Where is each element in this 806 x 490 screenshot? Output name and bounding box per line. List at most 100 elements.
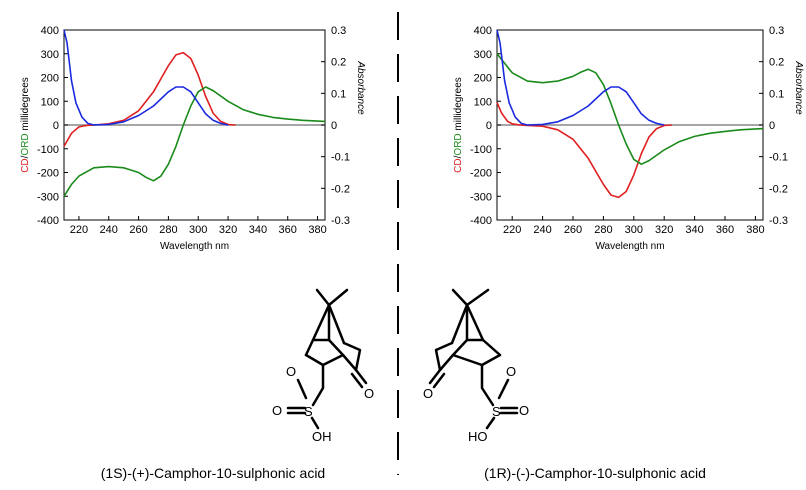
- ketone-bond-2: [350, 372, 364, 389]
- y-tick-label: 400: [41, 25, 59, 37]
- y2-tick-label: -0.1: [769, 152, 788, 164]
- x-tick-label: 240: [533, 224, 551, 236]
- series-line-1: [496, 53, 764, 165]
- y2-tick-label: -0.2: [769, 183, 788, 195]
- y2-tick-label: -0.3: [769, 215, 788, 227]
- x-tick-label: 340: [685, 224, 703, 236]
- ketone-bond: [354, 368, 368, 385]
- y2-tick-label: 0: [769, 120, 775, 132]
- series-line-1: [63, 86, 326, 197]
- y-axis-label-part: millidegrees: [453, 77, 464, 133]
- x-tick-label: 220: [70, 224, 88, 236]
- atom-ho-right: HO: [468, 429, 488, 444]
- y-tick-label: -200: [37, 168, 59, 180]
- ring-right-bonds: [342, 341, 362, 372]
- x-axis-label: Wavelength nm: [160, 241, 229, 252]
- chart-left: 220 240 260 280 300 320 340 360 380 400 300 200 100 0…: [20, 25, 366, 252]
- atom-s-right: S: [492, 404, 501, 419]
- y2-tick-label: 0.3: [331, 25, 346, 37]
- ketone-bond-2: [432, 372, 446, 389]
- atom-oh-left: OH: [312, 429, 332, 444]
- gem-dimethyl-bonds: [451, 288, 490, 307]
- x-tick-label: 320: [219, 224, 237, 236]
- atom-o-ketone-right: O: [423, 386, 433, 401]
- x-tick-label: 340: [249, 224, 267, 236]
- bridge-left-bond: [450, 303, 469, 345]
- x-tick-label: 320: [655, 224, 673, 236]
- s-oh-bond: [310, 416, 320, 430]
- y2-tick-label: -0.1: [331, 152, 350, 164]
- structure-right: [428, 288, 519, 430]
- y-axis-label: CD/ORD millidegrees: [453, 77, 464, 173]
- series-line-0: [496, 102, 672, 199]
- y-tick-label: -200: [470, 168, 492, 180]
- ring-lower-bonds: [304, 353, 358, 372]
- y2-tick-label: -0.3: [331, 215, 350, 227]
- ch2-bonds: [311, 363, 325, 407]
- y-axis-label-part: /: [20, 155, 31, 158]
- x-tick-label: 380: [746, 224, 764, 236]
- ketone-bond: [428, 368, 442, 385]
- atom-o-ketone-left: O: [364, 386, 374, 401]
- chart-right: 220 240 260 280 300 320 340 360 380 400 300 200 100 0…: [453, 25, 804, 252]
- x-tick-label: 260: [564, 224, 582, 236]
- x-tick-label: 300: [189, 224, 207, 236]
- s-oh-bond: [485, 416, 496, 430]
- y2-tick-label: 0.2: [331, 57, 346, 69]
- y-tick-label: -300: [37, 191, 59, 203]
- ring-right-bonds: [451, 338, 502, 357]
- x-axis-label: Wavelength nm: [595, 241, 664, 252]
- atom-o-ring-left: O: [286, 364, 296, 379]
- bridge-right-bond: [465, 303, 485, 342]
- y-tick-label: 0: [53, 120, 59, 132]
- bridge-right-bond: [327, 303, 346, 345]
- gem-dimethyl-bonds: [315, 288, 349, 307]
- ring-lower-bonds: [438, 353, 502, 372]
- y2-axis-label: Absorbance: [355, 60, 366, 115]
- y-tick-label: 200: [474, 73, 492, 85]
- y-tick-label: 100: [474, 96, 492, 108]
- ch2-bonds: [480, 363, 495, 407]
- bridge-left-bond: [311, 303, 331, 342]
- y-tick-label: 400: [474, 25, 492, 37]
- s-o-top-bond: [296, 378, 308, 400]
- ring-left-bonds: [304, 338, 345, 357]
- series-line-2: [496, 29, 665, 126]
- y-axis-label-part: ORD: [453, 133, 464, 155]
- y-tick-label: -100: [37, 144, 59, 156]
- y-tick-label: -400: [37, 215, 59, 227]
- x-tick-label: 360: [716, 224, 734, 236]
- y2-tick-label: -0.2: [331, 183, 350, 195]
- y-tick-label: 200: [41, 73, 59, 85]
- caption-right: (1R)-(-)-Camphor-10-sulphonic acid: [484, 465, 706, 481]
- x-tick-label: 240: [100, 224, 118, 236]
- y-tick-label: -400: [470, 215, 492, 227]
- y-axis-label: CD/ORD millidegrees: [20, 77, 31, 173]
- y-tick-label: -100: [470, 144, 492, 156]
- y-axis-label-part: millidegrees: [20, 77, 31, 133]
- x-tick-label: 260: [129, 224, 147, 236]
- x-tick-label: 380: [308, 224, 326, 236]
- x-tick-label: 300: [625, 224, 643, 236]
- atom-o-left: O: [272, 403, 282, 418]
- y2-tick-label: 0.3: [769, 25, 784, 37]
- atom-o-right: O: [519, 403, 529, 418]
- x-tick-label: 280: [594, 224, 612, 236]
- y-axis-label-part: ORD: [20, 133, 31, 155]
- series-line-0: [63, 51, 236, 147]
- y-tick-label: 300: [474, 49, 492, 61]
- atom-o-ring-right: O: [506, 364, 516, 379]
- x-tick-label: 280: [159, 224, 177, 236]
- y-axis-label-part: CD: [453, 158, 464, 172]
- x-tick-label: 360: [279, 224, 297, 236]
- y-axis-label-part: CD: [20, 158, 31, 172]
- s-o-top-bond: [497, 378, 510, 400]
- y-tick-label: 0: [486, 120, 492, 132]
- y-tick-label: 300: [41, 49, 59, 61]
- y2-tick-label: 0.1: [331, 88, 346, 100]
- y2-tick-label: 0.2: [769, 57, 784, 69]
- y-axis-label-part: /: [453, 155, 464, 158]
- y-tick-label: -300: [470, 191, 492, 203]
- y-tick-label: 100: [41, 96, 59, 108]
